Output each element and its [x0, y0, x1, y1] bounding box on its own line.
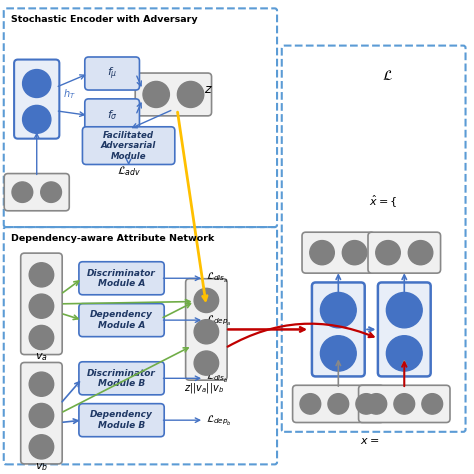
Circle shape: [356, 393, 377, 414]
Circle shape: [194, 351, 219, 375]
Text: Dependency
Module A: Dependency Module A: [90, 310, 153, 330]
FancyBboxPatch shape: [358, 385, 450, 422]
Circle shape: [41, 182, 62, 202]
Text: $x = $: $x = $: [359, 436, 379, 446]
FancyBboxPatch shape: [21, 363, 62, 464]
FancyBboxPatch shape: [79, 404, 164, 437]
Circle shape: [29, 294, 54, 318]
Text: Discriminator
Module A: Discriminator Module A: [87, 269, 156, 288]
FancyBboxPatch shape: [368, 232, 440, 273]
FancyBboxPatch shape: [302, 232, 374, 273]
Text: Discriminator
Module B: Discriminator Module B: [87, 369, 156, 388]
Circle shape: [320, 292, 356, 328]
FancyBboxPatch shape: [135, 73, 211, 116]
FancyBboxPatch shape: [85, 99, 139, 132]
Text: $h_T$: $h_T$: [63, 88, 75, 101]
Text: $\mathcal{L}_{dis_b}$: $\mathcal{L}_{dis_b}$: [206, 371, 229, 385]
Text: $z||v_a||v_b$: $z||v_a||v_b$: [184, 381, 224, 395]
Circle shape: [143, 82, 169, 108]
Circle shape: [310, 241, 334, 265]
FancyBboxPatch shape: [312, 283, 365, 376]
Circle shape: [328, 393, 349, 414]
Circle shape: [29, 263, 54, 287]
Text: $v_b$: $v_b$: [35, 461, 48, 473]
Circle shape: [366, 393, 387, 414]
Circle shape: [320, 336, 356, 371]
FancyBboxPatch shape: [21, 253, 62, 355]
FancyBboxPatch shape: [292, 385, 384, 422]
FancyBboxPatch shape: [82, 127, 175, 164]
Circle shape: [23, 105, 51, 133]
FancyBboxPatch shape: [14, 60, 59, 139]
FancyBboxPatch shape: [79, 362, 164, 395]
Circle shape: [29, 435, 54, 459]
Circle shape: [408, 241, 433, 265]
FancyBboxPatch shape: [4, 173, 69, 211]
Circle shape: [342, 241, 367, 265]
FancyBboxPatch shape: [378, 283, 431, 376]
Circle shape: [177, 82, 204, 108]
FancyBboxPatch shape: [85, 57, 139, 90]
Text: $v_a$: $v_a$: [35, 351, 48, 363]
Text: $f_\sigma$: $f_\sigma$: [107, 109, 118, 122]
Circle shape: [194, 288, 219, 312]
Circle shape: [29, 403, 54, 428]
Text: Dependency-aware Attribute Network: Dependency-aware Attribute Network: [11, 234, 214, 243]
Circle shape: [194, 319, 219, 344]
Text: $f_\mu$: $f_\mu$: [107, 65, 118, 82]
Circle shape: [376, 241, 400, 265]
FancyBboxPatch shape: [79, 304, 164, 337]
Text: $\hat{x} = \{$: $\hat{x} = \{$: [369, 193, 397, 210]
Circle shape: [29, 326, 54, 350]
Text: $\mathcal{L}$: $\mathcal{L}$: [382, 69, 393, 83]
Circle shape: [394, 393, 415, 414]
Circle shape: [23, 70, 51, 98]
Text: Stochastic Encoder with Adversary: Stochastic Encoder with Adversary: [11, 15, 198, 24]
Circle shape: [386, 336, 422, 371]
Circle shape: [386, 292, 422, 328]
Circle shape: [12, 182, 33, 202]
Text: Facilitated
Adversarial
Module: Facilitated Adversarial Module: [101, 131, 156, 161]
Circle shape: [422, 393, 443, 414]
Text: $z$: $z$: [204, 83, 213, 96]
FancyBboxPatch shape: [79, 262, 164, 295]
Text: $\mathcal{L}_{adv}$: $\mathcal{L}_{adv}$: [117, 164, 141, 178]
Text: $\mathcal{L}_{dep_b}$: $\mathcal{L}_{dep_b}$: [206, 413, 232, 427]
FancyBboxPatch shape: [186, 279, 227, 380]
Text: Dependency
Module B: Dependency Module B: [90, 410, 153, 430]
Text: $\mathcal{L}_{dis_a}$: $\mathcal{L}_{dis_a}$: [206, 271, 229, 285]
Text: $\mathcal{L}_{dep_a}$: $\mathcal{L}_{dep_a}$: [206, 313, 232, 327]
Circle shape: [29, 372, 54, 396]
Circle shape: [300, 393, 321, 414]
